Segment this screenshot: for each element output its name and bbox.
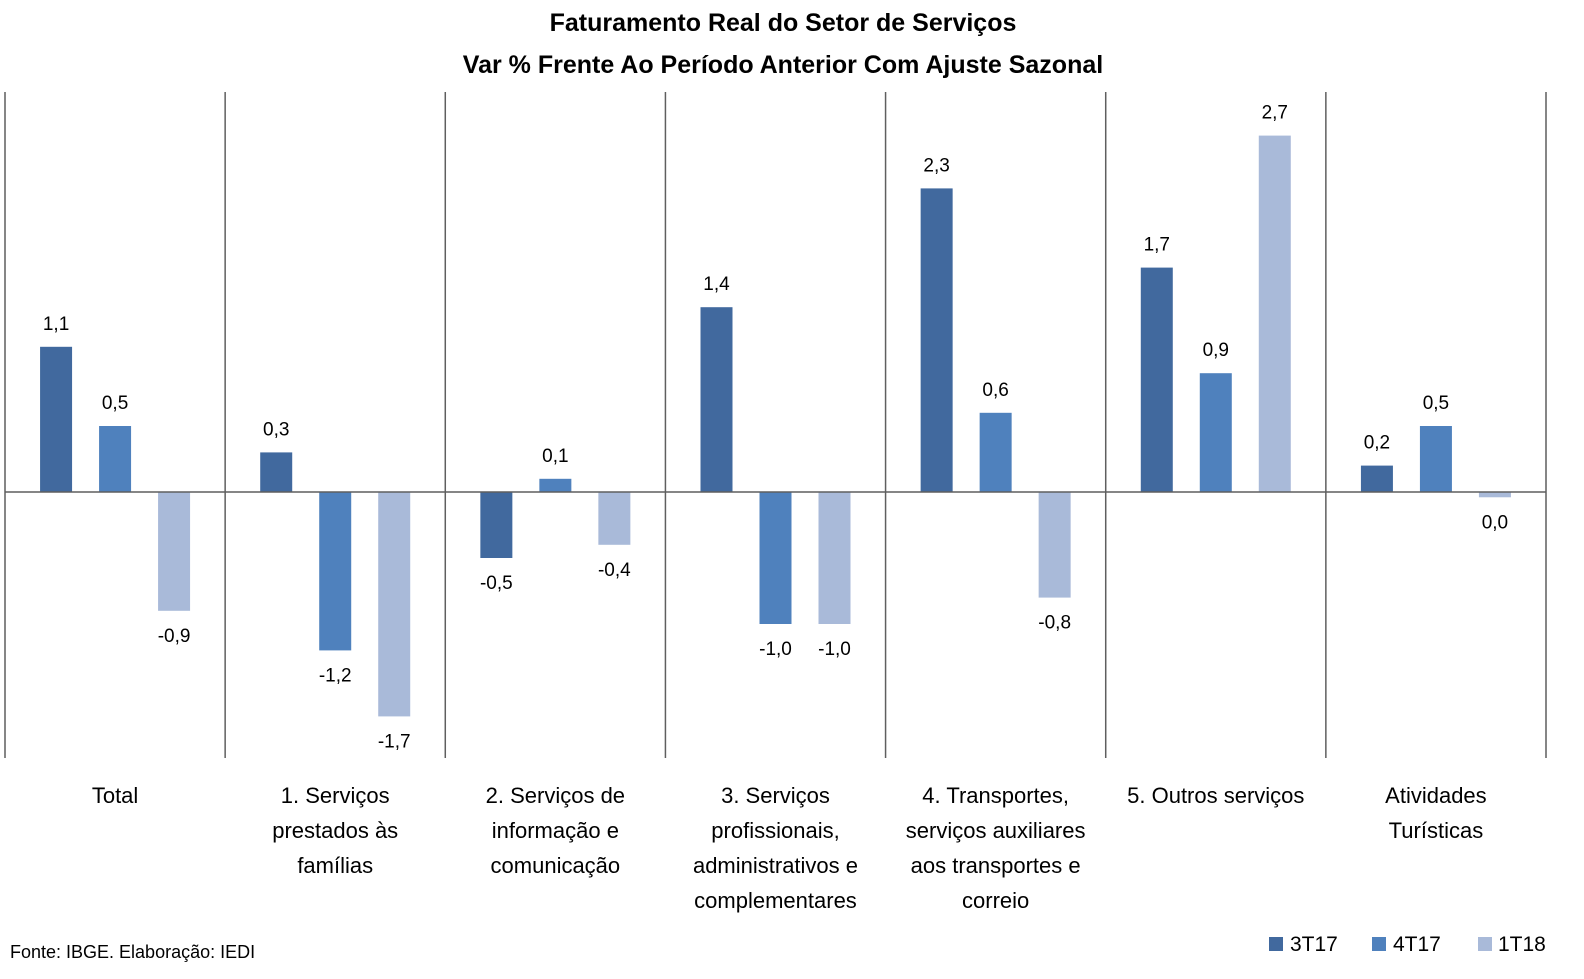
category-label-2-line-1: informação e <box>492 818 619 843</box>
legend-label-1t18: 1T18 <box>1498 933 1546 956</box>
data-label-3t17-6: 0,2 <box>1364 433 1390 454</box>
category-label-6-line-1: Turísticas <box>1389 818 1484 843</box>
category-labels: Total 1. Serviços prestados às famílias 2. S… <box>92 783 1487 913</box>
category-label-1-line-0: 1. Serviços <box>281 783 390 808</box>
legend-item-3t17: 3T17 <box>1269 933 1338 956</box>
data-label-4t17-0: 0,5 <box>102 393 128 414</box>
bar-3t17-2 <box>480 492 513 558</box>
data-label-1t18-0: -0,9 <box>158 626 191 647</box>
bar-1t18-0 <box>158 492 191 611</box>
data-label-4t17-3: -1,0 <box>759 639 792 660</box>
data-label-4t17-6: 0,5 <box>1423 393 1449 414</box>
bar-4t17-1 <box>319 492 352 651</box>
data-label-3t17-4: 2,3 <box>923 155 949 176</box>
data-label-4t17-2: 0,1 <box>542 446 568 467</box>
bars-layer <box>40 135 1511 717</box>
category-label-1-line-1: prestados às <box>272 818 398 843</box>
data-label-3t17-3: 1,4 <box>703 274 730 295</box>
data-label-1t18-1: -1,7 <box>378 731 411 752</box>
bar-1t18-6 <box>1478 492 1511 498</box>
bar-3t17-4 <box>920 188 953 492</box>
category-label-3-line-2: administrativos e <box>693 853 858 878</box>
bar-1t18-3 <box>818 492 851 624</box>
category-label-4-line-0: 4. Transportes, <box>922 783 1069 808</box>
bar-4t17-6 <box>1419 426 1452 492</box>
legend-label-3t17: 3T17 <box>1290 933 1338 956</box>
category-label-5-line-0: 5. Outros serviços <box>1127 783 1304 808</box>
bar-3t17-1 <box>260 452 293 492</box>
data-label-1t18-4: -0,8 <box>1038 613 1071 634</box>
legend-swatch-3t17 <box>1269 937 1283 951</box>
category-label-3-line-1: profissionais, <box>711 818 839 843</box>
category-label-3-line-3: complementares <box>694 888 857 913</box>
data-label-1t18-6: 0,0 <box>1482 512 1508 533</box>
data-label-3t17-1: 0,3 <box>263 419 289 440</box>
bar-4t17-0 <box>99 426 132 492</box>
bar-3t17-0 <box>40 346 73 492</box>
data-label-1t18-3: -1,0 <box>818 639 851 660</box>
data-label-1t18-5: 2,7 <box>1262 103 1288 124</box>
data-label-3t17-0: 1,1 <box>43 314 69 335</box>
data-label-4t17-1: -1,2 <box>319 665 352 686</box>
data-label-4t17-5: 0,9 <box>1203 340 1229 361</box>
category-label-4-line-3: correio <box>962 888 1029 913</box>
category-label-3-line-0: 3. Serviços <box>721 783 830 808</box>
data-label-1t18-2: -0,4 <box>598 560 631 581</box>
chart-subtitle: Var % Frente Ao Período Anterior Com Aju… <box>463 51 1103 79</box>
category-label-0-line-0: Total <box>92 783 138 808</box>
bar-4t17-2 <box>539 478 572 492</box>
category-label-4-line-2: aos transportes e <box>911 853 1081 878</box>
data-label-4t17-4: 0,6 <box>982 380 1008 401</box>
bar-1t18-5 <box>1258 135 1291 492</box>
data-label-3t17-5: 1,7 <box>1144 235 1170 256</box>
chart-title: Faturamento Real do Setor de Serviços <box>550 9 1017 37</box>
legend: 3T17 4T17 1T18 <box>1269 933 1546 956</box>
legend-swatch-4t17 <box>1372 937 1386 951</box>
bar-1t18-2 <box>598 492 631 545</box>
bar-4t17-5 <box>1199 373 1232 492</box>
bar-1t18-1 <box>378 492 411 717</box>
source-note: Fonte: IBGE. Elaboração: IEDI <box>10 942 255 962</box>
legend-item-4t17: 4T17 <box>1372 933 1441 956</box>
plot-grid <box>4 92 1547 758</box>
bar-4t17-3 <box>759 492 792 624</box>
category-label-6-line-0: Atividades <box>1385 783 1487 808</box>
bar-4t17-4 <box>979 412 1012 492</box>
bar-3t17-6 <box>1360 465 1393 492</box>
data-label-3t17-2: -0,5 <box>480 573 513 594</box>
data-labels-layer: 1,1 0,3 -0,5 1,4 2,3 1,7 0,2 0,5 -1,2 0,1 -1,0 0,6 0… <box>43 103 1508 753</box>
category-label-2-line-2: comunicação <box>491 853 621 878</box>
category-label-1-line-2: famílias <box>297 853 373 878</box>
category-label-2-line-0: 2. Serviços de <box>486 783 625 808</box>
bar-3t17-3 <box>700 307 733 492</box>
bar-1t18-4 <box>1038 492 1071 598</box>
category-label-4-line-1: serviços auxiliares <box>906 818 1086 843</box>
legend-item-1t18: 1T18 <box>1478 933 1546 956</box>
legend-swatch-1t18 <box>1478 937 1492 951</box>
bar-3t17-5 <box>1140 267 1173 492</box>
legend-label-4t17: 4T17 <box>1393 933 1441 956</box>
